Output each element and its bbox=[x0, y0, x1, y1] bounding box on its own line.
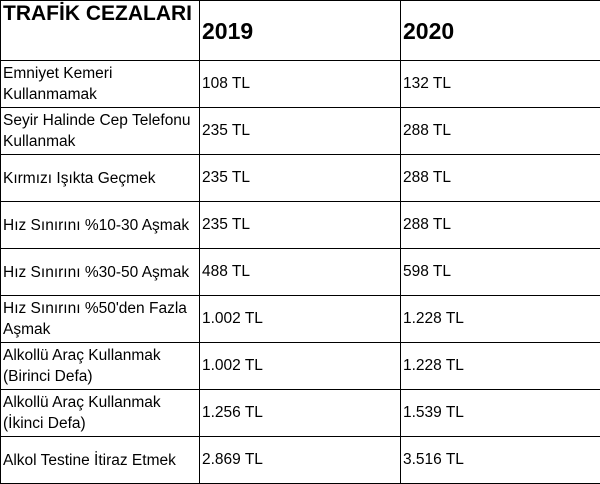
fine-2020: 3.516 TL bbox=[401, 437, 600, 484]
fine-label: Hız Sınırını %50'den Fazla Aşmak bbox=[1, 296, 200, 343]
table-row: Hız Sınırını %50'den Fazla Aşmak 1.002 T… bbox=[1, 296, 600, 343]
fine-label: Kırmızı Işıkta Geçmek bbox=[1, 155, 200, 202]
table-header-row: TRAFİK CEZALARI 2019 2020 bbox=[1, 1, 600, 61]
fine-2020: 598 TL bbox=[401, 249, 600, 296]
fine-2020: 1.539 TL bbox=[401, 390, 600, 437]
fine-2020: 288 TL bbox=[401, 108, 600, 155]
table-row: Alkollü Araç Kullanmak (Birinci Defa) 1.… bbox=[1, 343, 600, 390]
fine-2019: 235 TL bbox=[200, 202, 401, 249]
table-row: Alkollü Araç Kullanmak (İkinci Defa) 1.2… bbox=[1, 390, 600, 437]
table-row: Hız Sınırını %10-30 Aşmak 235 TL 288 TL bbox=[1, 202, 600, 249]
table-row: Kırmızı Işıkta Geçmek 235 TL 288 TL bbox=[1, 155, 600, 202]
fine-2020: 288 TL bbox=[401, 202, 600, 249]
fine-2019: 235 TL bbox=[200, 108, 401, 155]
fine-2020: 132 TL bbox=[401, 61, 600, 108]
fine-label: Alkol Testine İtiraz Etmek bbox=[1, 437, 200, 484]
table-row: Alkol Testine İtiraz Etmek 2.869 TL 3.51… bbox=[1, 437, 600, 484]
table-row: Emniyet Kemeri Kullanmamak 108 TL 132 TL bbox=[1, 61, 600, 108]
fine-label: Seyir Halinde Cep Telefonu Kullanmak bbox=[1, 108, 200, 155]
fine-2020: 288 TL bbox=[401, 155, 600, 202]
fine-2020: 1.228 TL bbox=[401, 296, 600, 343]
fine-2019: 1.002 TL bbox=[200, 296, 401, 343]
fine-label: Hız Sınırını %30-50 Aşmak bbox=[1, 249, 200, 296]
table-row: Seyir Halinde Cep Telefonu Kullanmak 235… bbox=[1, 108, 600, 155]
fine-label: Emniyet Kemeri Kullanmamak bbox=[1, 61, 200, 108]
fine-2019: 1.002 TL bbox=[200, 343, 401, 390]
header-year-2019: 2019 bbox=[200, 1, 401, 61]
header-year-2020: 2020 bbox=[401, 1, 600, 61]
header-label: TRAFİK CEZALARI bbox=[1, 1, 200, 61]
fine-2019: 2.869 TL bbox=[200, 437, 401, 484]
fine-label: Alkollü Araç Kullanmak (Birinci Defa) bbox=[1, 343, 200, 390]
fine-2019: 488 TL bbox=[200, 249, 401, 296]
fine-2019: 1.256 TL bbox=[200, 390, 401, 437]
fine-label: Hız Sınırını %10-30 Aşmak bbox=[1, 202, 200, 249]
fine-2020: 1.228 TL bbox=[401, 343, 600, 390]
fine-2019: 235 TL bbox=[200, 155, 401, 202]
fine-label: Alkollü Araç Kullanmak (İkinci Defa) bbox=[1, 390, 200, 437]
table-row: Hız Sınırını %30-50 Aşmak 488 TL 598 TL bbox=[1, 249, 600, 296]
fine-2019: 108 TL bbox=[200, 61, 401, 108]
